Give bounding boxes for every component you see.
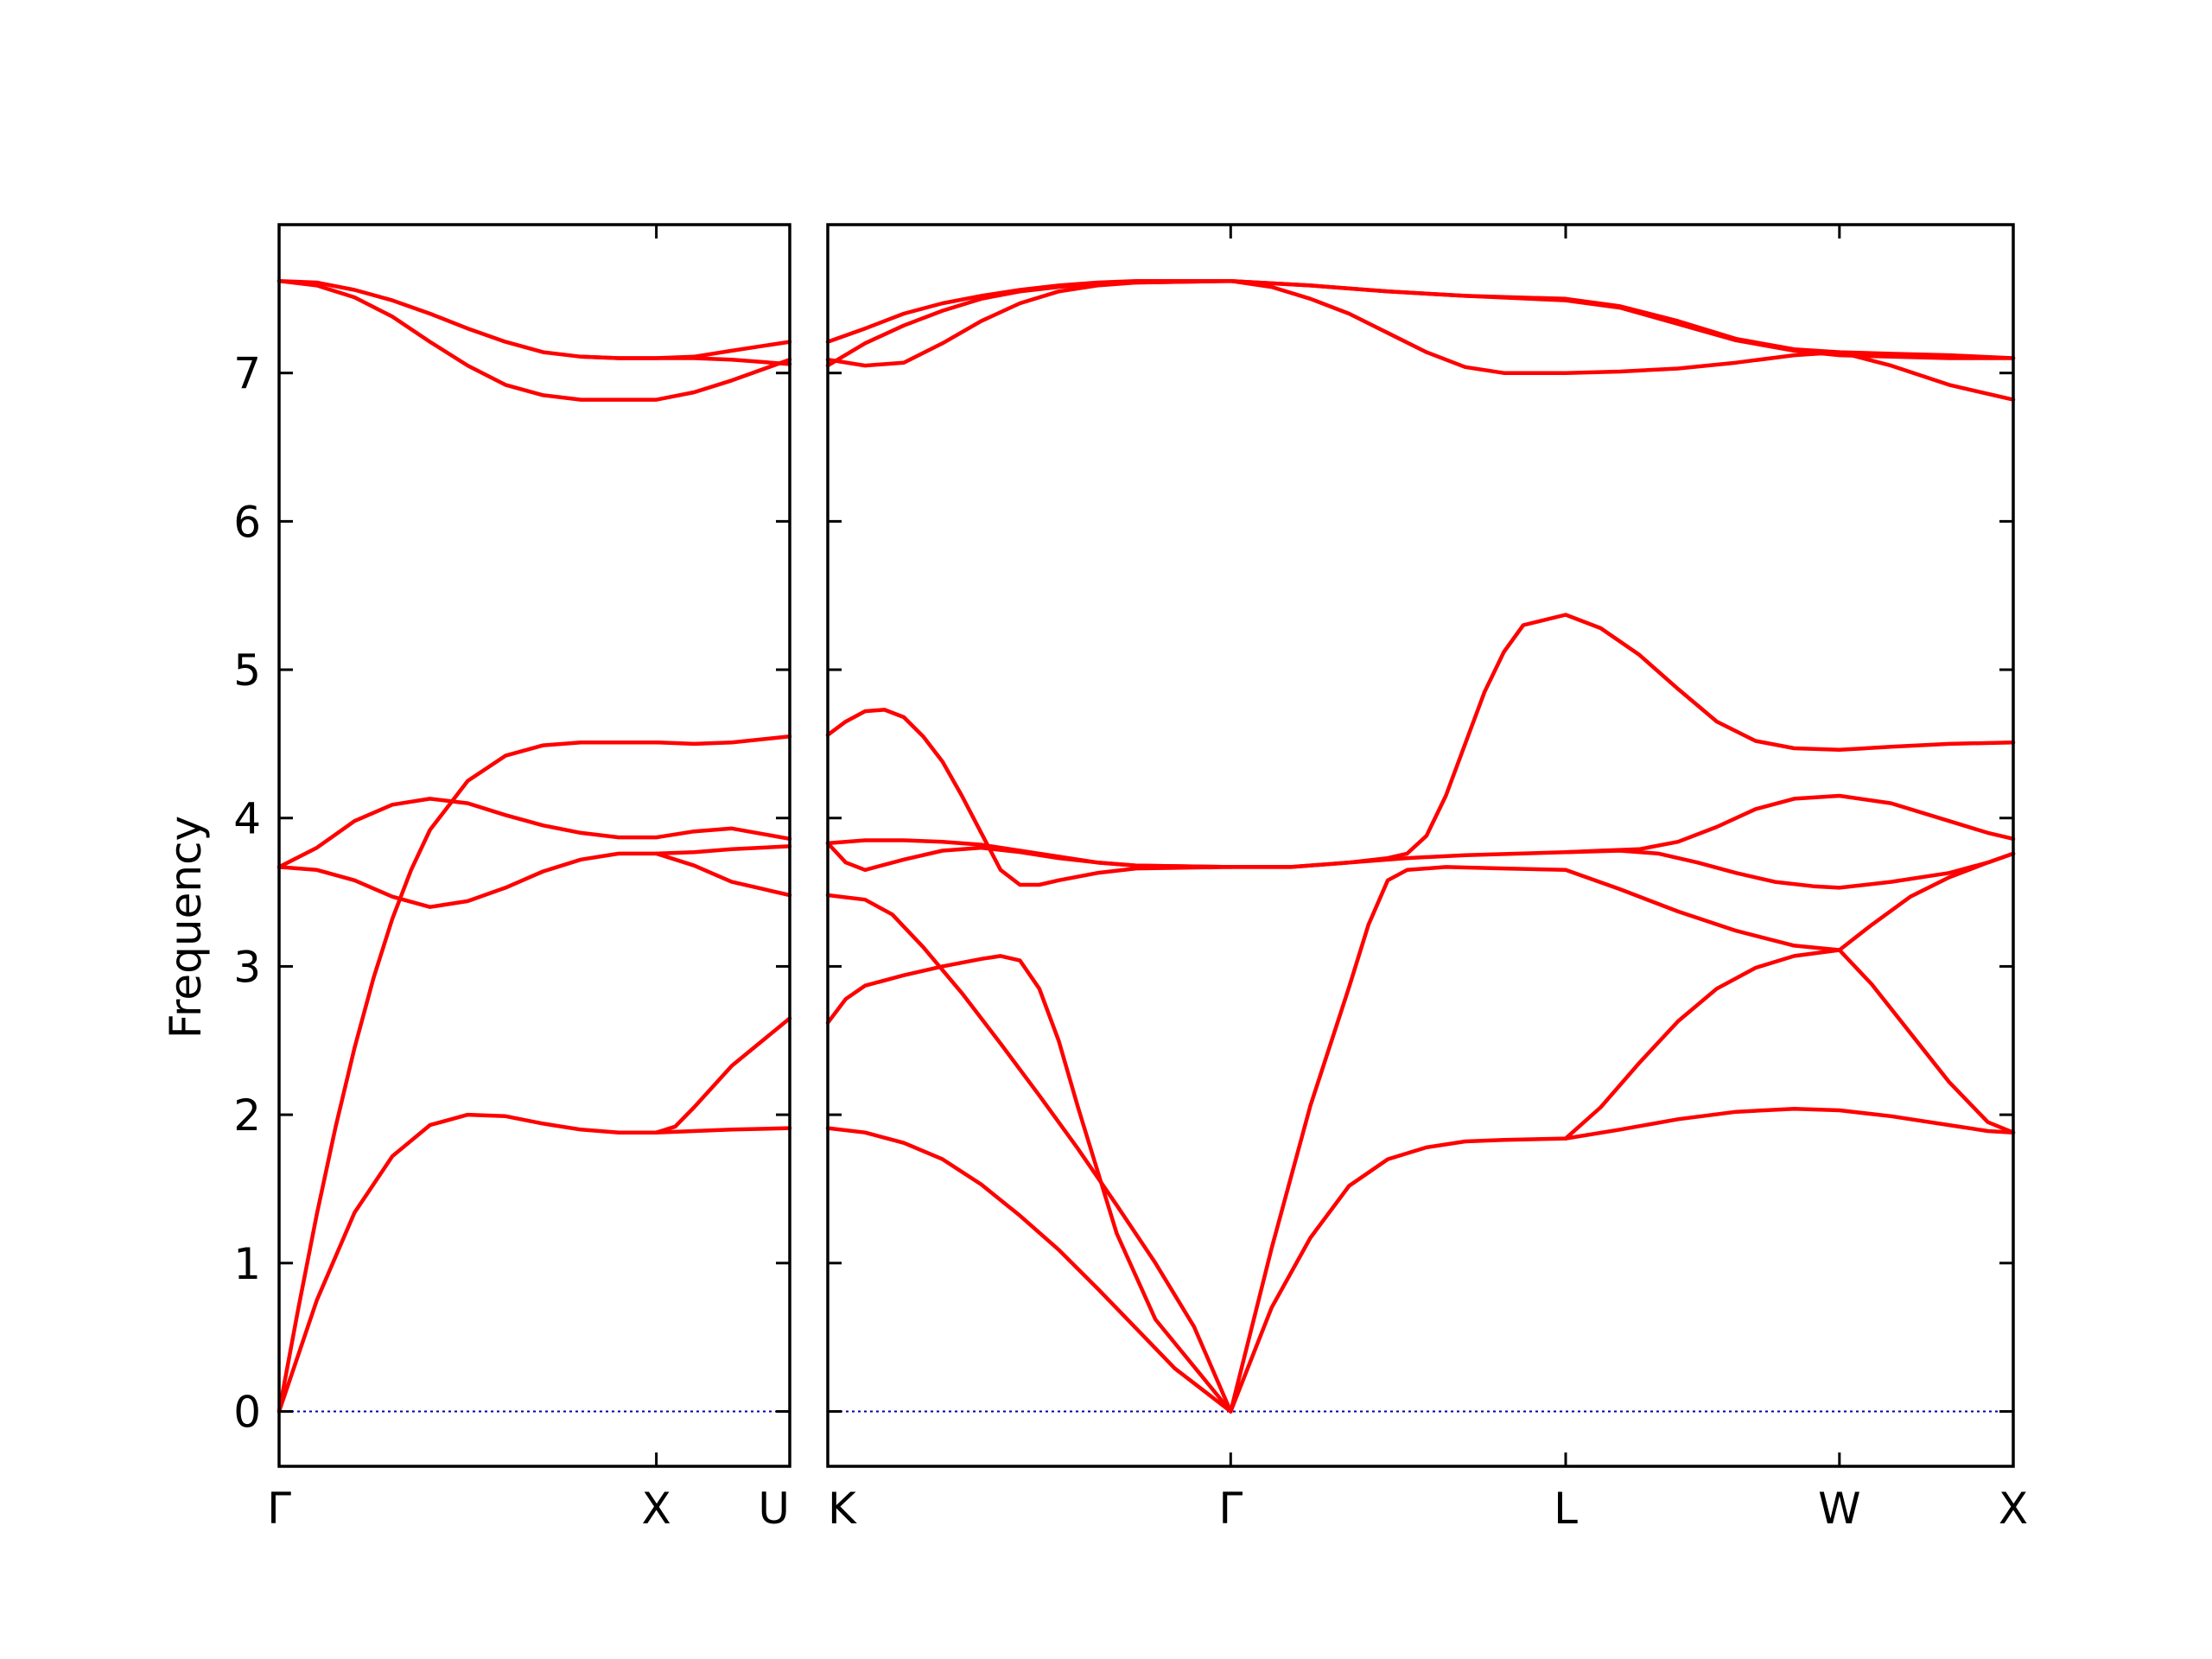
band-line-right-10 xyxy=(1229,613,2016,869)
band-line-right-3 xyxy=(825,954,1233,1414)
band-line-right-7 xyxy=(1229,1106,2016,1414)
y-tick-label: 1 xyxy=(233,1239,261,1289)
band-line-right-2 xyxy=(825,893,1233,1414)
band-line-right-15 xyxy=(825,278,2016,368)
band-line-left-8 xyxy=(276,278,792,360)
band-line-left-4 xyxy=(276,797,792,869)
y-tick-label: 3 xyxy=(233,942,261,992)
x-tick-label: X xyxy=(1999,1484,2028,1534)
y-axis-label: Frequency xyxy=(161,816,211,1039)
band-line-left-3 xyxy=(276,844,792,909)
x-tick-label: W xyxy=(1818,1484,1860,1534)
y-tick-label: 4 xyxy=(233,794,261,844)
band-line-right-12 xyxy=(1563,851,2016,1141)
x-tick-label: Γ xyxy=(267,1484,291,1534)
x-tick-label: U xyxy=(758,1484,790,1534)
panel-frame-left xyxy=(277,223,791,1468)
band-line-left-1 xyxy=(276,1112,792,1414)
band-line-left-7 xyxy=(276,278,792,402)
band-line-right-6 xyxy=(825,708,1233,887)
band-line-right-5 xyxy=(825,838,1233,869)
y-tick-label: 0 xyxy=(233,1387,261,1437)
y-tick-label: 5 xyxy=(233,645,261,696)
band-line-right-8 xyxy=(1229,865,2016,1414)
y-tick-label: 7 xyxy=(233,349,261,399)
band-line-left-9 xyxy=(579,354,792,366)
x-tick-label: K xyxy=(828,1484,857,1534)
x-tick-label: X xyxy=(641,1484,671,1534)
band-line-right-14 xyxy=(825,278,2016,402)
band-line-left-6 xyxy=(654,1016,792,1135)
y-axis-ticks: 0 1 2 3 4 5 6 7 xyxy=(233,349,261,1438)
band-line-left-2 xyxy=(276,734,792,1414)
band-line-right-11 xyxy=(1563,793,2016,855)
band-line-left-5 xyxy=(654,851,792,898)
y-tick-label: 6 xyxy=(233,497,261,547)
x-tick-label: L xyxy=(1554,1484,1578,1534)
band-line-right-1 xyxy=(825,1126,1233,1414)
y-tick-label: 2 xyxy=(233,1090,261,1141)
band-line-right-9 xyxy=(1229,849,2016,890)
x-tick-label: Γ xyxy=(1218,1484,1243,1534)
panel-frame-right xyxy=(826,223,2015,1468)
